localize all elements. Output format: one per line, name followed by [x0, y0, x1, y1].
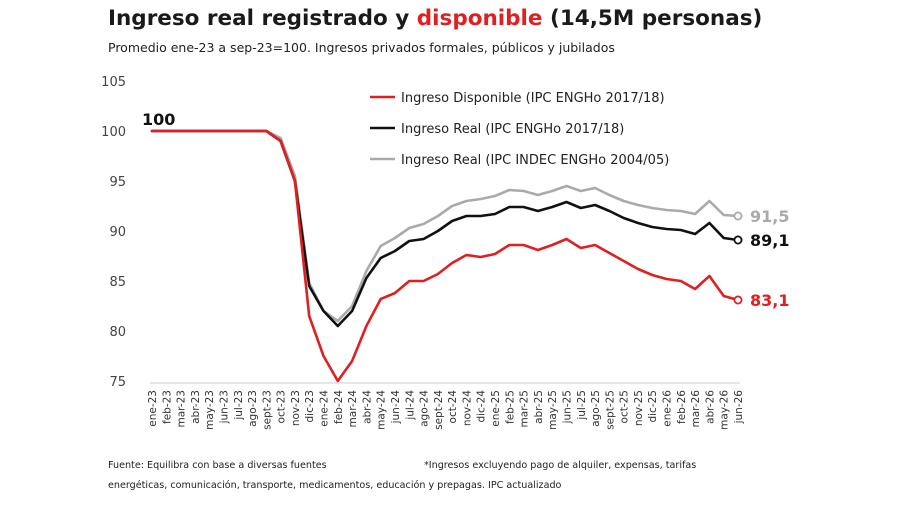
x-tick-label: may-25 [547, 390, 559, 430]
x-tick-label: feb-25 [504, 390, 516, 424]
x-tick-label: ago-24 [419, 390, 431, 427]
x-tick-label: ago-25 [590, 390, 602, 427]
y-tick-label: 75 [109, 375, 126, 390]
series-end-marker-0 [733, 295, 743, 305]
y-tick-label: 90 [109, 225, 126, 240]
x-tick-label: mar-24 [347, 390, 359, 428]
data-label-1: 91,5 [750, 207, 789, 226]
x-tick-label: jul-23 [233, 390, 245, 421]
data-label-2: 89,1 [750, 231, 789, 250]
x-tick-label: sept-24 [433, 390, 445, 430]
x-tick-label: jun-26 [733, 390, 745, 425]
x-tick-label: nov-25 [633, 390, 645, 426]
series-end-marker-1 [733, 235, 743, 245]
x-tick-label: dic-24 [476, 390, 488, 423]
x-tick-label: nov-23 [290, 390, 302, 426]
legend-label-0: Ingreso Disponible (IPC ENGHo 2017/18) [401, 91, 665, 106]
x-tick-label: jun-23 [218, 390, 230, 424]
x-tick-label: abr-24 [361, 390, 373, 424]
y-tick-label: 85 [109, 275, 126, 290]
series-line-0 [150, 129, 740, 383]
footer-note: *Ingresos excluyendo pago de alquiler, e… [424, 460, 697, 471]
legend-label-1: Ingreso Real (IPC ENGHo 2017/18) [401, 122, 624, 137]
footer-source: Fuente: Equilibra con base a diversas fu… [108, 460, 327, 471]
legend-label-2: Ingreso Real (IPC INDEC ENGHo 2004/05) [401, 153, 669, 168]
data-label-3: 83,1 [750, 291, 789, 310]
footer-line-1: Fuente: Equilibra con base a diversas fu… [108, 460, 696, 471]
title-highlight: disponible [416, 6, 543, 31]
x-tick-label: oct-25 [619, 390, 631, 423]
x-tick-label: abr-23 [190, 390, 202, 424]
chart-subtitle: Promedio ene-23 a sep-23=100. Ingresos p… [108, 40, 615, 55]
x-tick-label: feb-23 [161, 390, 173, 424]
x-tick-label: jun-25 [561, 390, 573, 424]
x-tick-label: may-26 [719, 390, 731, 430]
y-tick-label: 80 [109, 325, 126, 340]
x-tick-label: nov-24 [461, 390, 473, 426]
x-tick-label: feb-24 [333, 390, 345, 424]
x-tick-label: ene-24 [319, 390, 331, 427]
x-tick-label: ene-23 [147, 390, 159, 427]
x-tick-label: sept-23 [261, 390, 273, 430]
series-end-marker-2 [733, 211, 743, 221]
x-tick-label: ene-25 [490, 390, 502, 427]
x-tick-label: dic-25 [647, 390, 659, 423]
x-tick-label: abr-26 [704, 390, 716, 424]
x-tick-label: oct-23 [276, 390, 288, 423]
x-tick-label: mar-26 [690, 390, 702, 428]
y-tick-label: 95 [109, 175, 126, 190]
x-tick-label: dic-23 [304, 390, 316, 423]
x-tick-label: feb-26 [676, 390, 688, 424]
title-part-1: Ingreso real registrado y [108, 6, 417, 31]
x-tick-label: jul-24 [404, 390, 416, 421]
x-tick-label: sept-25 [604, 390, 616, 430]
x-tick-label: may-23 [204, 390, 216, 430]
x-tick-label: oct-24 [447, 390, 459, 424]
line-chart: 75 80 85 90 95 100 105 ene-23 feb-23 mar-23 abr-23… [101, 75, 789, 430]
title-part-2: (14,5M personas) [542, 6, 763, 31]
y-tick-label: 105 [101, 75, 126, 90]
data-label-0: 100 [142, 110, 175, 129]
x-tick-label: jun-24 [390, 390, 402, 425]
x-tick-label: ene-26 [662, 390, 674, 427]
x-tick-label: jul-25 [576, 390, 588, 421]
x-tick-label: may-24 [376, 390, 388, 430]
x-tick-label: mar-23 [176, 390, 188, 427]
x-tick-label: abr-25 [533, 390, 545, 424]
x-tick-label: ago-23 [247, 390, 259, 427]
chart-title: Ingreso real registrado y disponible (14… [108, 6, 762, 31]
footer-line-2: energéticas, comunicación, transporte, m… [108, 480, 562, 491]
y-tick-label: 100 [101, 125, 126, 140]
x-tick-label: mar-25 [519, 390, 531, 427]
